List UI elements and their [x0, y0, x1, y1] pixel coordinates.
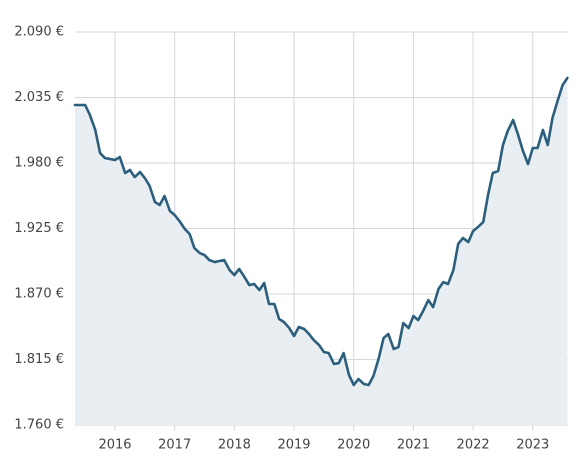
area: [75, 77, 568, 425]
y-tick-label: 2.090 €: [14, 25, 64, 40]
x-tick-label: 2020: [337, 438, 370, 453]
y-tick-label: 1.760 €: [14, 418, 64, 433]
y-tick-label: 1.815 €: [14, 352, 64, 367]
x-tick-label: 2022: [457, 438, 490, 453]
y-tick-label: 1.870 €: [14, 287, 64, 302]
x-tick-label: 2018: [218, 438, 251, 453]
y-tick-label: 1.925 €: [14, 221, 64, 236]
x-tick-label: 2021: [397, 438, 430, 453]
x-tick-label: 2019: [277, 438, 310, 453]
y-tick-label: 2.035 €: [14, 90, 64, 105]
y-tick-label: 1.980 €: [14, 156, 64, 171]
x-tick-label: 2016: [98, 438, 131, 453]
x-tick-label: 2023: [516, 438, 549, 453]
areas: [75, 77, 568, 425]
x-tick-label: 2017: [158, 438, 191, 453]
line: [73, 76, 569, 387]
